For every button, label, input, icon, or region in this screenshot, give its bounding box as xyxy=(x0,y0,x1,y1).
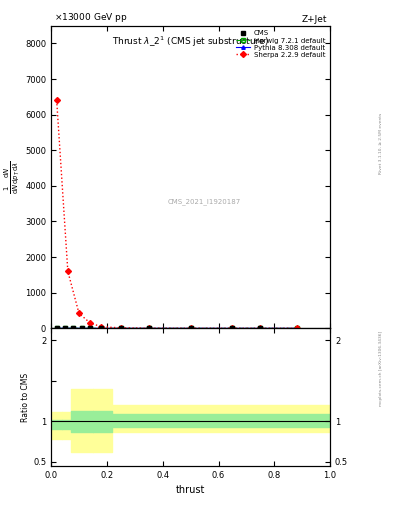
Text: Thrust $\lambda\_2^1$ (CMS jet substructure): Thrust $\lambda\_2^1$ (CMS jet substruct… xyxy=(112,35,269,49)
Text: mcplots.cern.ch [arXiv:1306.3436]: mcplots.cern.ch [arXiv:1306.3436] xyxy=(379,331,383,406)
Y-axis label: $\frac{1}{\mathrm{d}N}\frac{\mathrm{d}N}{\mathrm{d}p_T\,\mathrm{d}\lambda}$: $\frac{1}{\mathrm{d}N}\frac{\mathrm{d}N}… xyxy=(3,160,22,194)
X-axis label: thrust: thrust xyxy=(176,485,205,495)
Text: Z+Jet: Z+Jet xyxy=(302,15,327,24)
Y-axis label: Ratio to CMS: Ratio to CMS xyxy=(21,373,30,422)
Legend: CMS, Herwig 7.2.1 default, Pythia 8.308 default, Sherpa 2.2.9 default: CMS, Herwig 7.2.1 default, Pythia 8.308 … xyxy=(235,29,327,59)
Text: CMS_2021_I1920187: CMS_2021_I1920187 xyxy=(168,198,241,205)
Text: Rivet 3.1.10, ≥ 2.5M events: Rivet 3.1.10, ≥ 2.5M events xyxy=(379,113,383,174)
Text: $\times$13000 GeV pp: $\times$13000 GeV pp xyxy=(54,11,127,24)
